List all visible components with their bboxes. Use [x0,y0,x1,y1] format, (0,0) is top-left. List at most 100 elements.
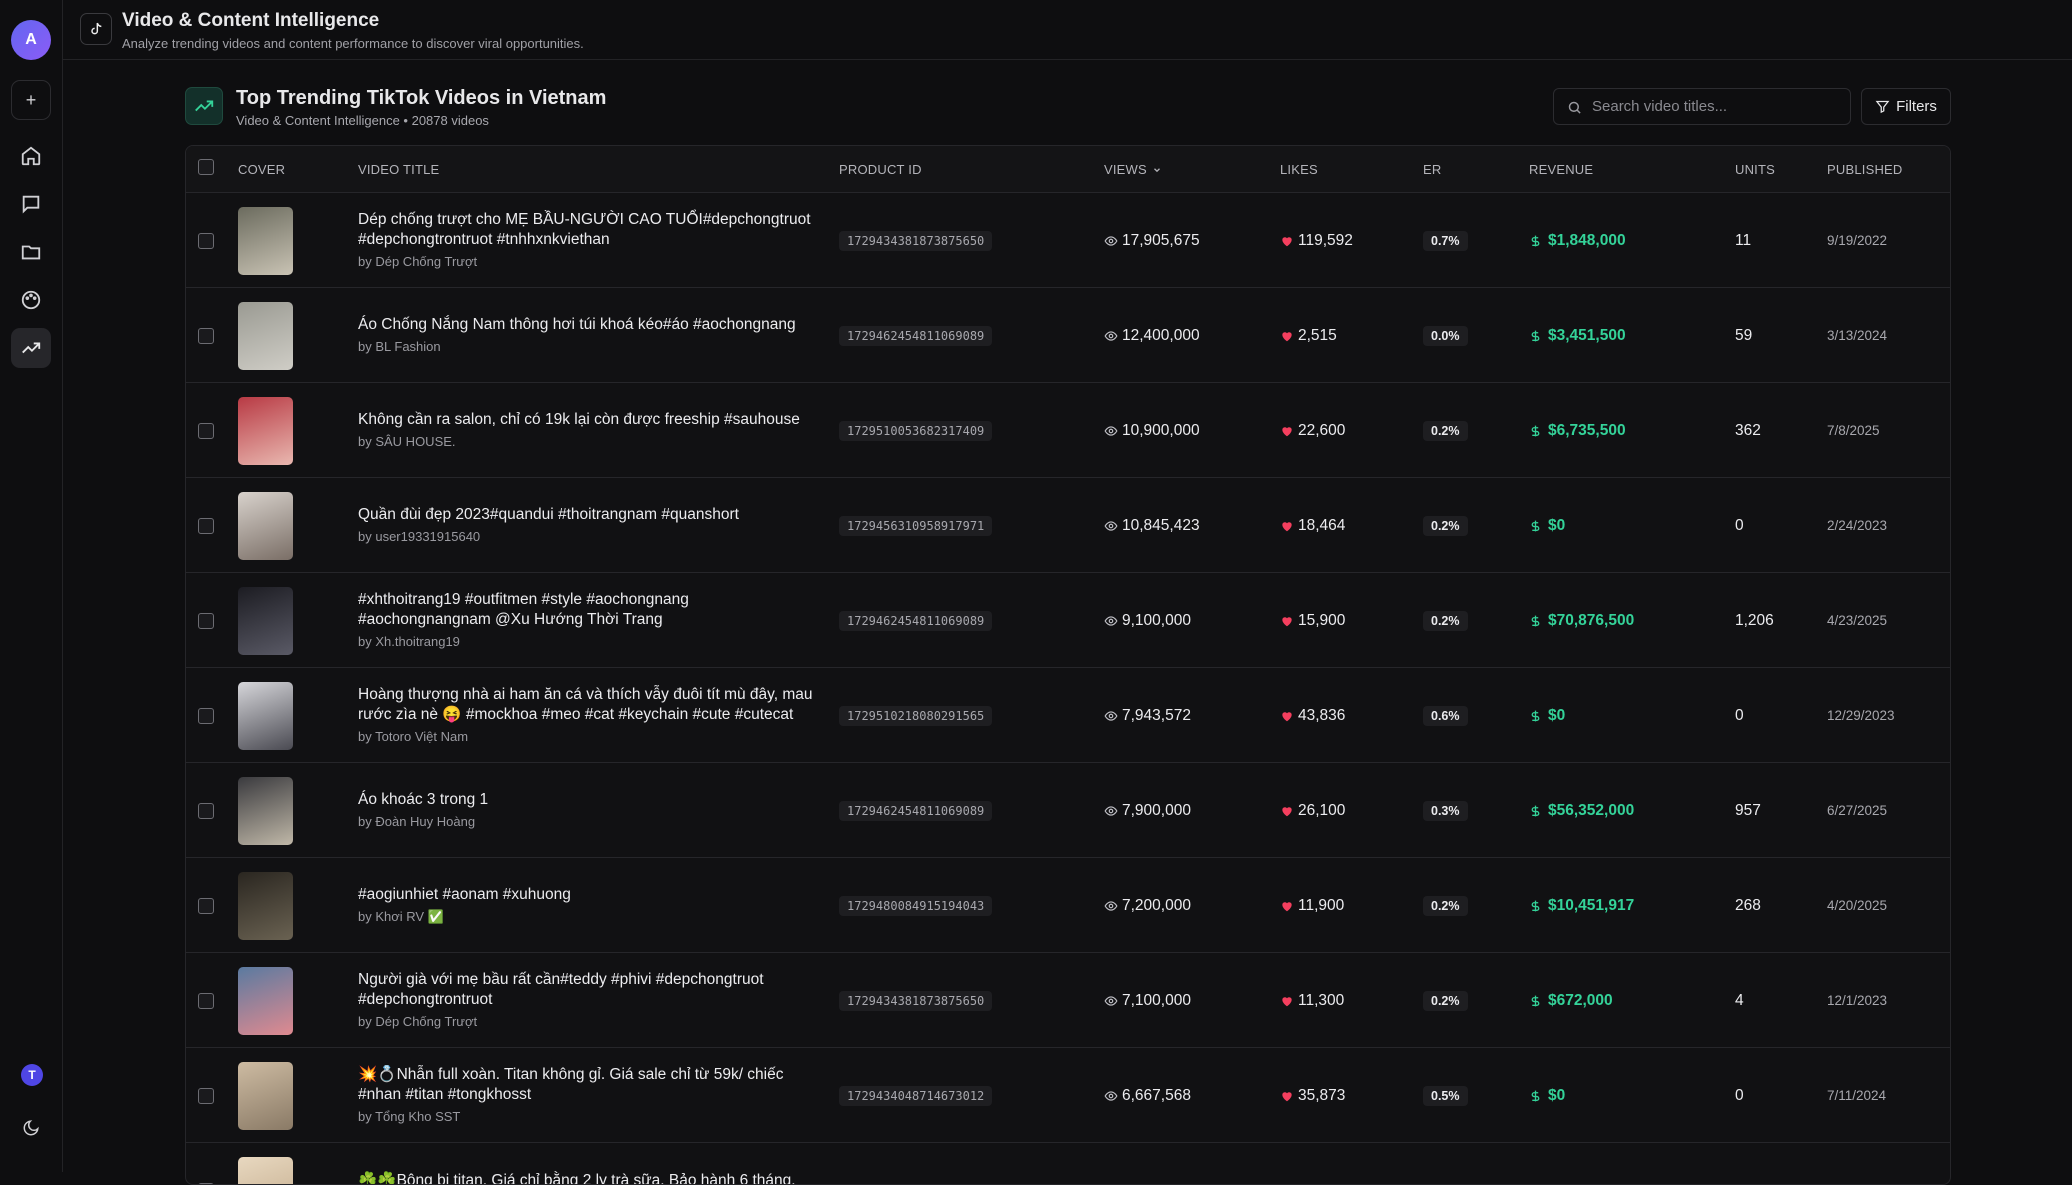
er-cell: 0.6% [1423,668,1468,763]
likes-cell: 11,900 [1280,858,1344,953]
table-row[interactable]: Áo Chống Nắng Nam thông hơi túi khoá kéo… [186,288,1950,383]
revenue-value: $10,451,917 [1548,897,1634,915]
er-value: 0.2% [1423,991,1468,1011]
trending-icon[interactable] [11,328,51,368]
table-row[interactable]: Hoàng thượng nhà ai ham ăn cá và thích v… [186,668,1950,763]
folder-icon[interactable] [11,232,51,272]
row-checkbox[interactable] [198,993,214,1009]
views-cell: 7,900,000 [1104,763,1191,858]
units-value: 268 [1735,897,1761,915]
video-author: by Tổng Kho SST [358,1107,823,1127]
avatar[interactable]: A [11,20,51,60]
row-checkbox[interactable] [198,803,214,819]
product-cell: 1729462454811069089 [839,573,992,668]
video-title: 💥💍Nhẫn full xoàn. Titan không gỉ. Giá sa… [358,1066,784,1103]
checkbox-cell [198,383,214,478]
units-value: 957 [1735,802,1761,820]
product-id: 1729480084915194043 [839,896,992,916]
revenue-value: $1,848,000 [1548,232,1626,250]
views-cell: 6,667,568 [1104,1048,1191,1143]
video-title: Áo khoác 3 trong 1 [358,791,488,808]
video-author: by Dép Chống Trượt [358,252,823,272]
user-avatar[interactable]: T [21,1064,43,1086]
checkbox-cell [198,1048,214,1143]
er-cell: 0.2% [1423,573,1468,668]
select-all-checkbox[interactable] [198,159,214,175]
product-cell: 1729462454811069089 [839,288,992,383]
chat-icon[interactable] [11,184,51,224]
title-block: Không cần ra salon, chỉ có 19k lại còn đ… [358,410,823,452]
page-title: Video & Content Intelligence [122,10,379,32]
theme-toggle[interactable] [11,1108,51,1148]
units-value: 1,206 [1735,612,1774,630]
search-box[interactable]: Search video titles... [1553,88,1851,125]
row-checkbox[interactable] [198,898,214,914]
title-block: Người già với mẹ bầu rất cần#teddy #phiv… [358,970,823,1032]
title-cell: Quần đùi đẹp 2023#quandui #thoitrangnam … [358,478,823,573]
app-icon [80,13,112,45]
title-cell: ☘️☘️Bông bi titan. Giá chỉ bằng 2 ly trà… [358,1143,823,1185]
product-id: 1729434048714673012 [839,1086,992,1106]
home-icon[interactable] [11,136,51,176]
title-cell: 💥💍Nhẫn full xoàn. Titan không gỉ. Giá sa… [358,1048,823,1143]
published-cell: 2/24/2023 [1827,478,1887,573]
units-value: 0 [1735,517,1744,535]
row-checkbox[interactable] [198,708,214,724]
column-header: PRODUCT ID [839,146,922,193]
row-checkbox[interactable] [198,1088,214,1104]
views-value: 9,100,000 [1122,612,1191,630]
table-row[interactable]: ☘️☘️Bông bi titan. Giá chỉ bằng 2 ly trà… [186,1143,1950,1185]
published-value: 9/19/2022 [1827,233,1887,248]
checkbox-cell [198,1143,214,1185]
column-header: LIKES [1280,146,1318,193]
row-checkbox[interactable] [198,328,214,344]
title-block: #xhthoitrang19 #outfitmen #style #aochon… [358,590,823,652]
filters-button[interactable]: Filters [1861,88,1951,125]
published-value: 7/11/2024 [1827,1088,1886,1103]
er-value: 0.6% [1423,706,1468,726]
product-id: 1729462454811069089 [839,326,992,346]
add-button[interactable]: + [11,80,51,120]
published-value: 12/29/2023 [1827,708,1895,723]
table-row[interactable]: Quần đùi đẹp 2023#quandui #thoitrangnam … [186,478,1950,573]
likes-cell: 15,900 [1280,573,1345,668]
er-value: 0.0% [1423,326,1468,346]
published-cell: 7/11/2024 [1827,1048,1886,1143]
views-cell: 7,200,000 [1104,858,1191,953]
views-value: 10,900,000 [1122,422,1200,440]
table-row[interactable]: 💥💍Nhẫn full xoàn. Titan không gỉ. Giá sa… [186,1048,1950,1143]
row-checkbox[interactable] [198,233,214,249]
video-author: by user19331915640 [358,527,823,547]
checkbox-cell [198,953,214,1048]
units-cell: 0 [1735,478,1744,573]
published-cell: 4/20/2025 [1827,858,1887,953]
er-value: 0.7% [1423,231,1468,251]
video-thumbnail [238,587,293,655]
revenue-cell: $3,451,500 [1529,288,1626,383]
published-cell: 6/27/2025 [1827,763,1887,858]
row-checkbox[interactable] [198,518,214,534]
video-title: #xhthoitrang19 #outfitmen #style #aochon… [358,591,689,628]
er-cell: 0.2% [1423,478,1468,573]
er-value: 0.3% [1423,801,1468,821]
product-cell: 1729434048714673012 [839,1048,992,1143]
video-thumbnail [238,1062,293,1130]
units-cell: 362 [1735,383,1761,478]
row-checkbox[interactable] [198,423,214,439]
views-value: 6,667,568 [1122,1087,1191,1105]
table-row[interactable]: Dép chống trượt cho MẸ BẦU-NGƯỜI CAO TUỔ… [186,193,1950,288]
product-cell: 1729462454811069089 [839,763,992,858]
revenue-cell: $0 [1529,478,1565,573]
table-row[interactable]: #xhthoitrang19 #outfitmen #style #aochon… [186,573,1950,668]
row-checkbox[interactable] [198,613,214,629]
er-cell: 0.2% [1423,953,1468,1048]
palette-icon[interactable] [11,280,51,320]
table-row[interactable]: Không cần ra salon, chỉ có 19k lại còn đ… [186,383,1950,478]
table-row[interactable]: Người già với mẹ bầu rất cần#teddy #phiv… [186,953,1950,1048]
er-value: 0.2% [1423,516,1468,536]
product-cell: 1729456310958917971 [839,478,992,573]
page-subtitle: Analyze trending videos and content perf… [122,36,584,51]
